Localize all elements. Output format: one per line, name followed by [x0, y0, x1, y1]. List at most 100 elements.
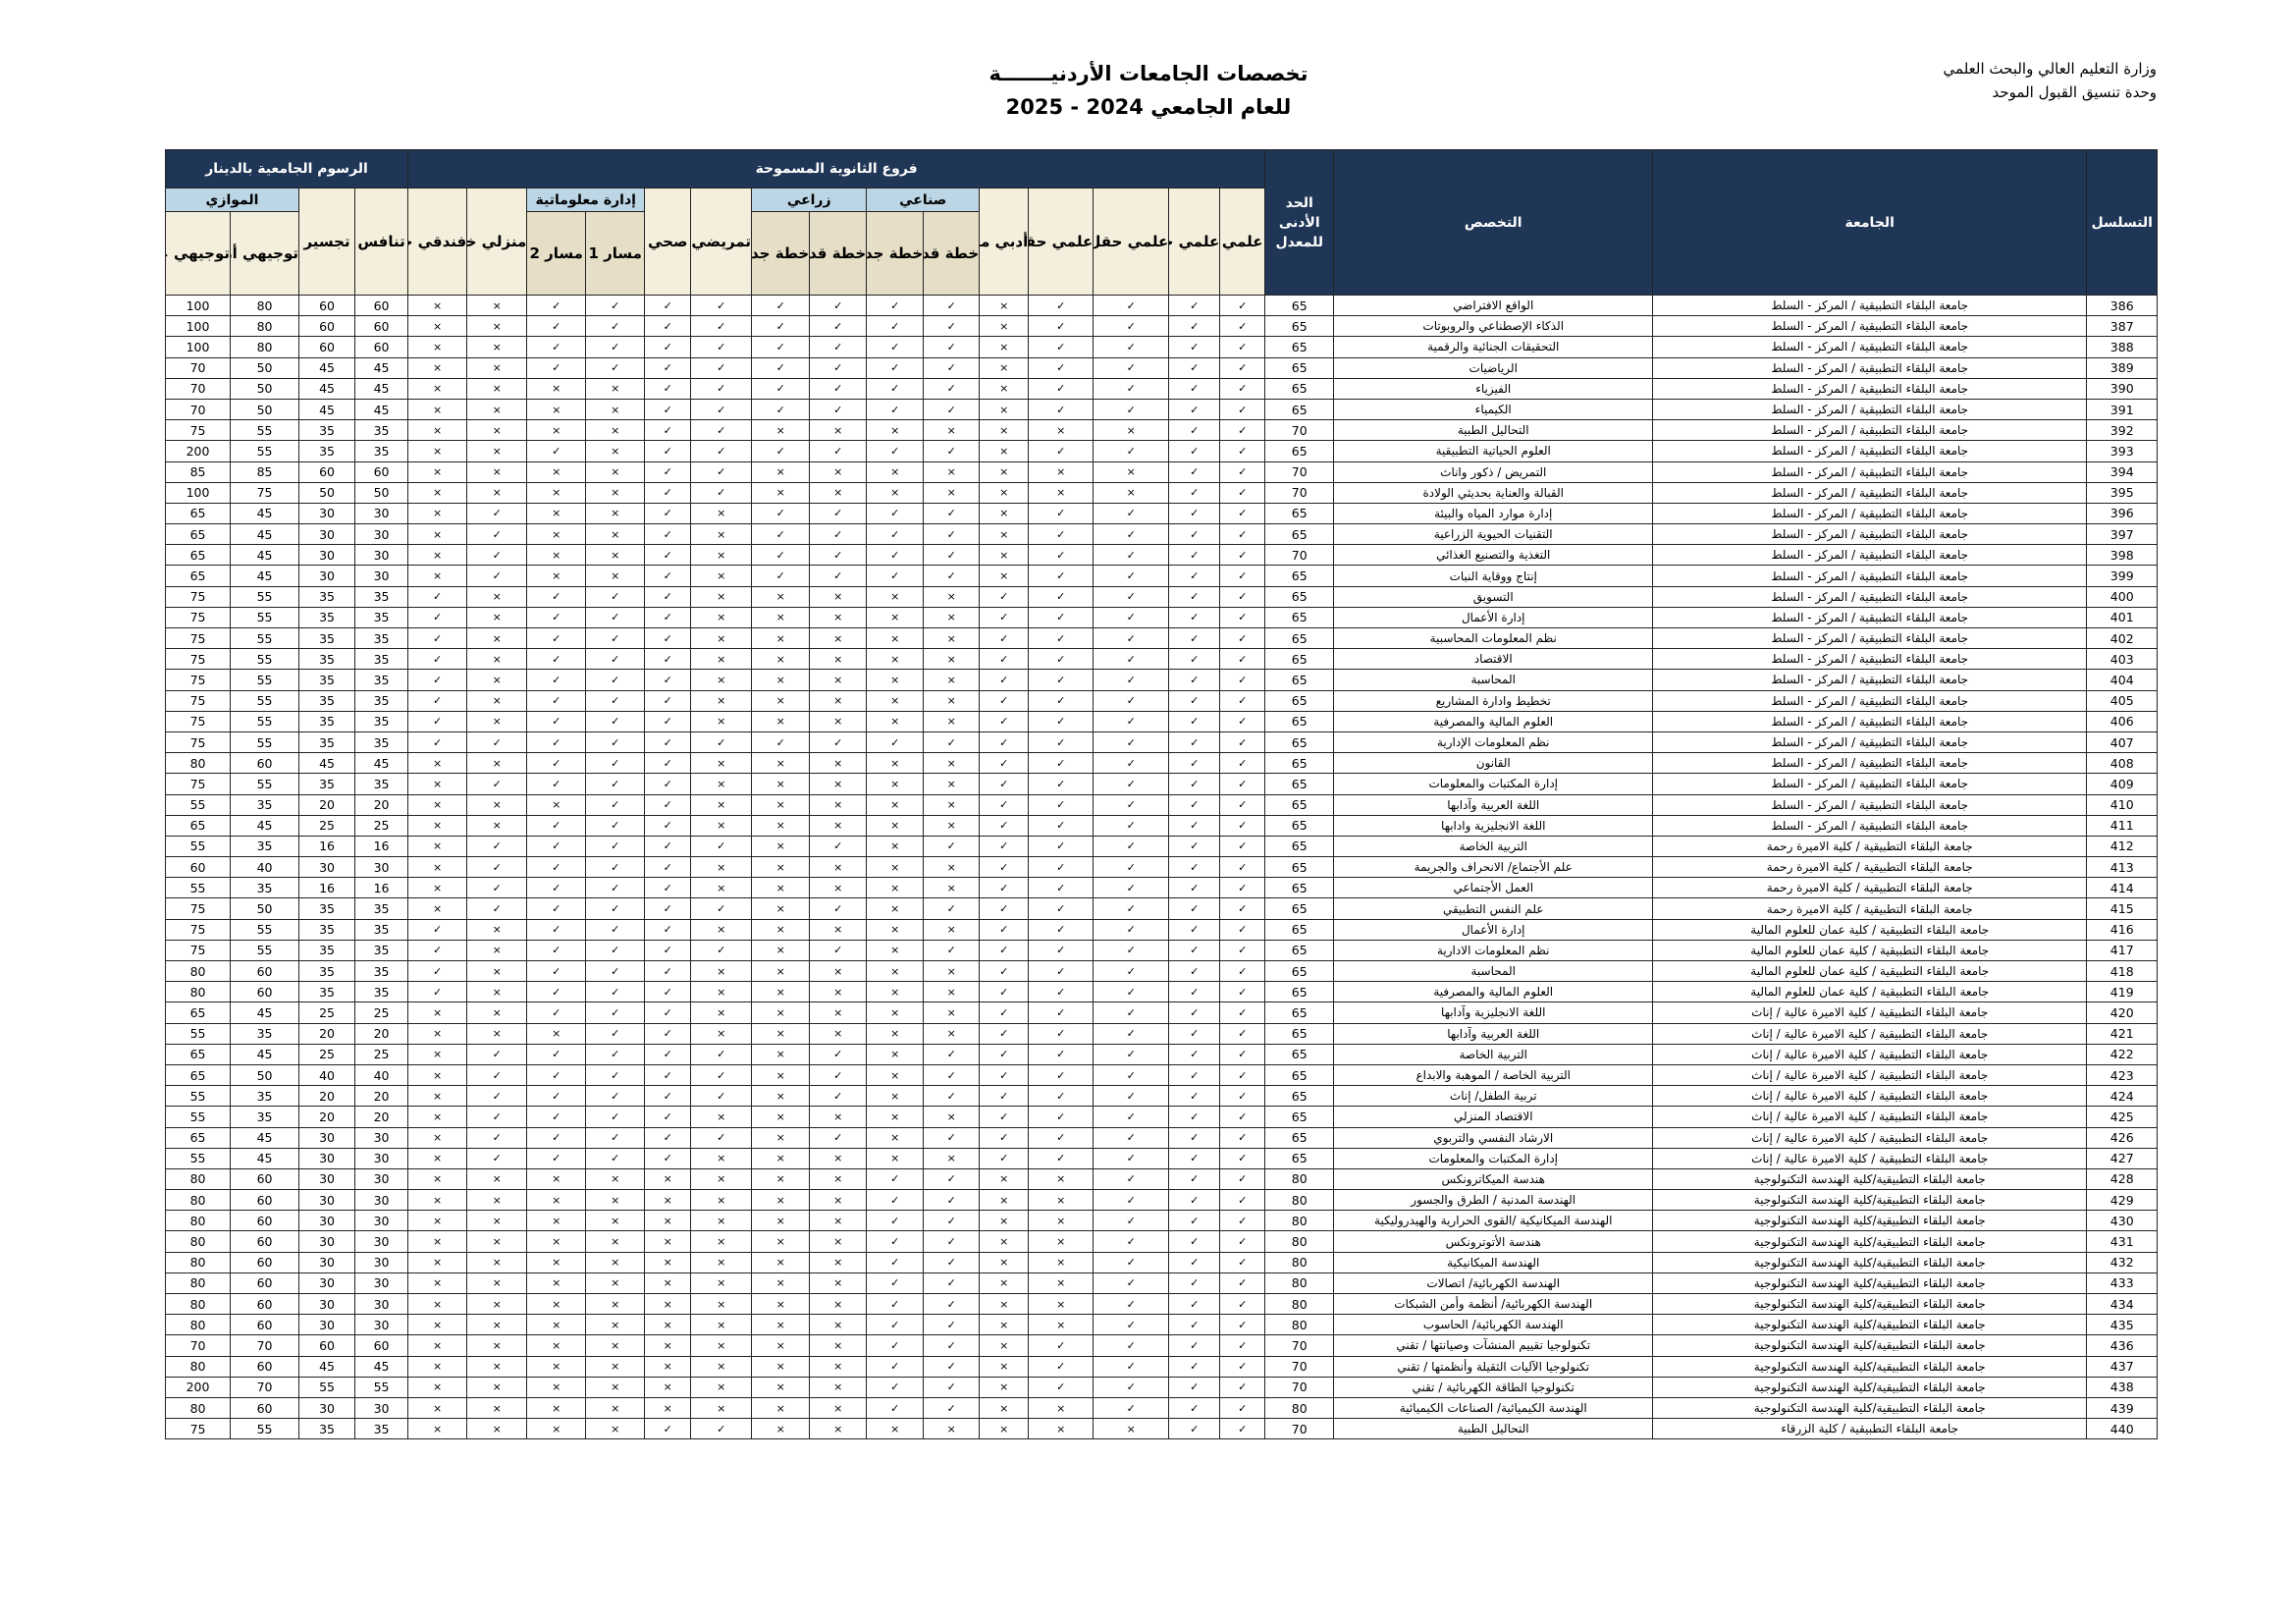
table-row: 437 جامعة البلقاء التطبيقية/كلية الهندسة …: [164, 1355, 2159, 1378]
branch-sci-pure-mark: ×: [1028, 1272, 1095, 1295]
branch-sci-medical-mark: ✓: [1168, 544, 1221, 567]
branch-nursing-mark: ×: [690, 1001, 753, 1024]
branch-industrial-new-mark: ×: [866, 918, 925, 941]
fee-bridging-cell: 30: [298, 1126, 356, 1149]
branch-hotel-new-mark: ×: [407, 835, 468, 858]
branch-agricultural-new-mark: ×: [751, 606, 811, 629]
branch-sci-engineering-mark: ✓: [1093, 585, 1170, 608]
fee-parallel-non-jordanian-cell: 65: [164, 544, 232, 567]
table-row: 426 جامعة البلقاء التطبيقية / كلية الامير…: [164, 1126, 2159, 1149]
branch-agricultural-new-mark: ×: [751, 897, 811, 920]
branch-sci-engineering-mark: ✓: [1093, 1292, 1170, 1316]
branch-nursing-mark: ×: [690, 1272, 753, 1295]
fee-bridging-cell: 25: [298, 814, 356, 837]
branch-industrial-old-mark: ×: [923, 1418, 981, 1440]
branch-literary-home-old-mark: ✓: [979, 626, 1030, 650]
fee-bridging-cell: 45: [298, 752, 356, 775]
branch-sci-engineering-mark: ✓: [1093, 814, 1170, 837]
min-average-cell: 65: [1264, 1085, 1335, 1108]
university-cell: جامعة البلقاء التطبيقية / المركز - السلط: [1652, 793, 2088, 816]
col-group-parallel: الموازي: [164, 188, 300, 212]
fee-bridging-cell: 30: [298, 1210, 356, 1232]
col-group-info-management: إدارة معلوماتية: [526, 188, 646, 212]
branch-track1-mark: ✓: [585, 1085, 646, 1108]
branch-scientific-mark: ✓: [1219, 1355, 1266, 1378]
branch-nursing-mark: ×: [690, 1334, 753, 1357]
branch-home-new-mark: ×: [466, 939, 528, 962]
branch-sci-engineering-mark: ✓: [1093, 959, 1170, 983]
branch-health-mark: ✓: [644, 897, 692, 920]
branch-health-mark: ×: [644, 1376, 692, 1398]
specialty-cell: اللغة الانجليزية وآدابها: [1333, 1001, 1654, 1024]
branch-track2-mark: ✓: [526, 689, 587, 712]
fee-bridging-cell: 35: [298, 606, 356, 629]
branch-track1-mark: ✓: [585, 356, 646, 379]
branch-industrial-new-mark: ×: [866, 981, 925, 1003]
branch-sci-medical-mark: ✓: [1168, 897, 1221, 920]
branch-literary-home-old-mark: ✓: [979, 606, 1030, 629]
branch-sci-pure-mark: ✓: [1028, 398, 1095, 421]
table-row: 433 جامعة البلقاء التطبيقية/كلية الهندسة …: [164, 1272, 2159, 1295]
branch-literary-home-old-mark: ✓: [979, 981, 1030, 1003]
fee-bridging-cell: 30: [298, 523, 356, 546]
fee-bridging-cell: 35: [298, 981, 356, 1003]
branch-health-mark: ✓: [644, 502, 692, 525]
branch-hotel-new-mark: ×: [407, 398, 468, 421]
university-cell: جامعة البلقاء التطبيقية/كلية الهندسة الت…: [1652, 1272, 2088, 1295]
fee-parallel-non-jordanian-cell: 75: [164, 689, 232, 712]
university-cell: جامعة البلقاء التطبيقية / المركز - السلط: [1652, 731, 2088, 754]
branch-home-new-mark: ×: [466, 1167, 528, 1191]
branch-hotel-new-mark: ×: [407, 336, 468, 358]
branch-agricultural-old-mark: ×: [809, 1292, 868, 1316]
col-group-fees: الرسوم الجامعية بالدينار: [164, 149, 409, 189]
branch-hotel-new-mark: ×: [407, 1063, 468, 1087]
table-row: 396 جامعة البلقاء التطبيقية / المركز - ال…: [164, 502, 2159, 525]
branch-hotel-new-mark: ✓: [407, 959, 468, 983]
table-body: 386 جامعة البلقاء التطبيقية / المركز - ال…: [164, 294, 2159, 1440]
branch-hotel-new-mark: ✓: [407, 710, 468, 732]
table-row: 439 جامعة البلقاء التطبيقية/كلية الهندسة …: [164, 1396, 2159, 1420]
branch-health-mark: ×: [644, 1396, 692, 1420]
table-row: 440 جامعة البلقاء التطبيقية / كلية الزرقا…: [164, 1418, 2159, 1440]
branch-nursing-mark: ✓: [690, 1126, 753, 1149]
branch-home-new-mark: ×: [466, 1001, 528, 1024]
branch-sci-engineering-mark: ✓: [1093, 336, 1170, 358]
serial-cell: 403: [2086, 648, 2159, 671]
branch-industrial-old-mark: ×: [923, 918, 981, 941]
branch-sci-medical-mark: ✓: [1168, 1334, 1221, 1357]
min-average-cell: 65: [1264, 877, 1335, 899]
branch-track1-mark: ✓: [585, 710, 646, 732]
branch-agricultural-new-mark: ×: [751, 585, 811, 608]
col-university: الجامعة: [1652, 149, 2088, 296]
branch-sci-engineering-mark: ✓: [1093, 377, 1170, 400]
fee-parallel-jordanian-cell: 50: [230, 897, 300, 920]
branch-industrial-old-mark: ×: [923, 585, 981, 608]
fee-competitive-cell: 35: [354, 419, 409, 442]
branch-sci-medical-mark: ✓: [1168, 689, 1221, 712]
col-industrial-old: خطة قديمة: [923, 211, 981, 296]
fee-competitive-cell: 45: [354, 752, 409, 775]
min-average-cell: 65: [1264, 1063, 1335, 1087]
document-title-block: تخصصات الجامعات الأردنيـــــــة للعام ال…: [952, 57, 1345, 124]
branch-agricultural-new-mark: ×: [751, 1355, 811, 1378]
branch-health-mark: ✓: [644, 460, 692, 483]
branch-agricultural-old-mark: ×: [809, 752, 868, 775]
branch-nursing-mark: ×: [690, 626, 753, 650]
branch-sci-pure-mark: ✓: [1028, 585, 1095, 608]
fee-parallel-non-jordanian-cell: 65: [164, 814, 232, 837]
min-average-cell: 65: [1264, 752, 1335, 775]
serial-cell: 402: [2086, 626, 2159, 650]
branch-agricultural-old-mark: ×: [809, 1355, 868, 1378]
branch-sci-medical-mark: ✓: [1168, 1251, 1221, 1273]
branch-sci-medical-mark: ✓: [1168, 939, 1221, 962]
branch-sci-medical-mark: ✓: [1168, 1210, 1221, 1232]
branch-industrial-old-mark: ✓: [923, 1396, 981, 1420]
branch-sci-pure-mark: ✓: [1028, 939, 1095, 962]
branch-home-new-mark: ✓: [466, 835, 528, 858]
fee-competitive-cell: 30: [354, 1314, 409, 1336]
fee-parallel-jordanian-cell: 50: [230, 377, 300, 400]
branch-home-new-mark: ×: [466, 1314, 528, 1336]
branch-industrial-old-mark: ✓: [923, 523, 981, 546]
fee-parallel-non-jordanian-cell: 55: [164, 1106, 232, 1128]
specialty-cell: الفيزياء: [1333, 377, 1654, 400]
